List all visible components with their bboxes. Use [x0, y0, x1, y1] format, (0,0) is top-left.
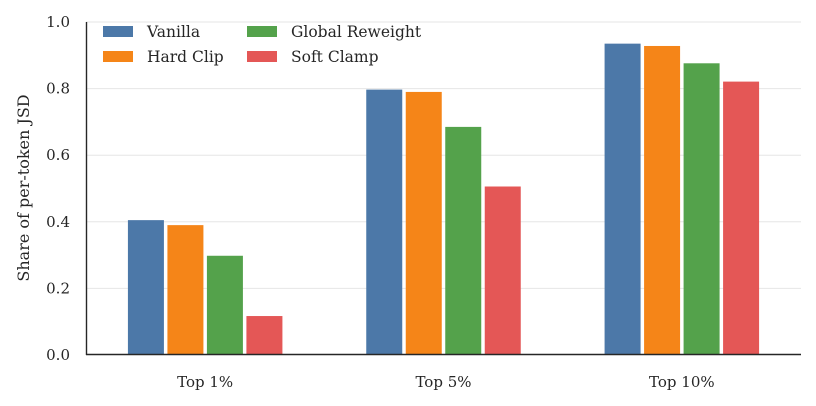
- legend-swatch: [103, 26, 133, 37]
- x-tick-labels: Top 1% Top 5% Top 10%: [177, 373, 714, 391]
- x-tick-label: Top 5%: [415, 373, 471, 391]
- bar-hard-clip: [167, 225, 204, 355]
- gridlines: [86, 21, 801, 289]
- bar-vanilla: [366, 89, 403, 355]
- y-tick-label: 0.0: [46, 346, 70, 364]
- y-tick-label: 0.4: [46, 213, 70, 231]
- y-tick-label: 0.2: [46, 279, 70, 297]
- legend-label: Vanilla: [146, 23, 200, 41]
- bar-hard-clip: [405, 91, 442, 356]
- legend-swatch: [103, 51, 133, 62]
- bar-vanilla: [604, 43, 641, 356]
- y-tick-label: 0.8: [46, 80, 70, 98]
- legend-label: Global Reweight: [291, 23, 422, 41]
- y-tick-labels: 0.0 0.2 0.4 0.6 0.8 1.0: [46, 13, 70, 364]
- bar-hard-clip: [644, 45, 681, 355]
- bar-global-reweight: [445, 126, 482, 356]
- x-tick-label: Top 10%: [649, 373, 715, 391]
- bar-soft-clamp: [246, 316, 283, 355]
- legend-swatch: [247, 26, 277, 37]
- y-tick-label: 1.0: [46, 13, 70, 31]
- x-tick-label: Top 1%: [177, 373, 233, 391]
- bar-soft-clamp: [484, 186, 521, 355]
- legend-swatch: [247, 51, 277, 62]
- bar-vanilla: [127, 220, 164, 355]
- axes: [85, 22, 801, 356]
- y-tick-label: 0.6: [46, 146, 70, 164]
- bar-global-reweight: [683, 63, 720, 356]
- y-axis-title: Share of per-token JSD: [14, 94, 33, 281]
- legend-label: Hard Clip: [147, 48, 224, 66]
- bars: [127, 43, 760, 356]
- legend: Vanilla Hard Clip Global Reweight Soft Clam…: [103, 23, 422, 66]
- bar-soft-clamp: [723, 81, 760, 356]
- bar-global-reweight: [206, 255, 243, 355]
- legend-label: Soft Clamp: [291, 48, 379, 66]
